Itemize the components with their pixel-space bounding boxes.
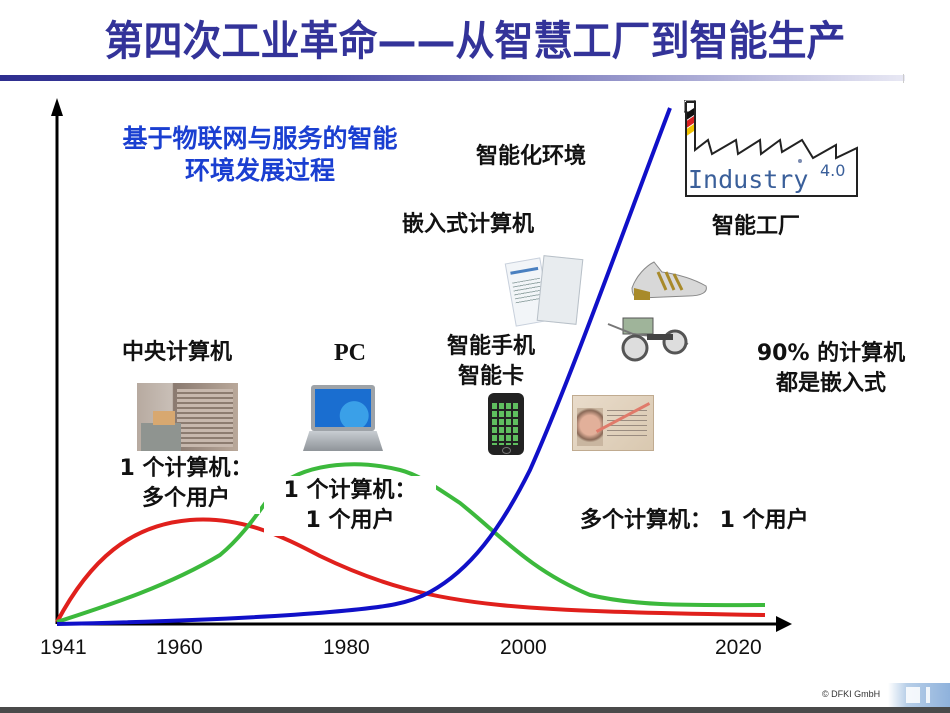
smart-label: 智能手机 智能卡 xyxy=(436,332,546,392)
title-divider xyxy=(0,75,905,81)
embedded-label: 嵌入式计算机 xyxy=(402,212,535,237)
id-card-image xyxy=(572,395,654,451)
dfki-logo xyxy=(888,683,950,707)
copyright-credit: © DFKI GmbH xyxy=(822,689,881,699)
subtitle-line-1: 基于物联网与服务的智能 xyxy=(122,124,398,153)
subtitle: 基于物联网与服务的智能 环境发展过程 xyxy=(80,123,440,187)
slide-title: 第四次工业革命——从智慧工厂到智能生产 xyxy=(104,18,846,66)
car-chassis-image xyxy=(603,304,693,364)
x-axis-arrow-icon xyxy=(776,616,792,632)
embedded-share-line-2: 都是嵌入式 xyxy=(775,371,886,396)
y-axis-arrow-icon xyxy=(51,98,63,116)
documents-image xyxy=(504,255,584,335)
many-computers-desc: 多个计算机： 1 个用户 xyxy=(580,508,809,533)
pc-desc: 1 个计算机： 1 个用户 xyxy=(264,476,436,536)
mainframe-label: 中央计算机 xyxy=(122,340,233,365)
mainframe-desc-line-2: 多个用户 xyxy=(141,486,230,511)
smartphone-image xyxy=(488,393,524,455)
ambient-label: 智能化环境 xyxy=(476,144,587,169)
laptop-image xyxy=(303,385,383,457)
logo-version: 4.0 xyxy=(820,161,845,180)
embedded-curve xyxy=(56,107,672,626)
pc-curve xyxy=(56,462,766,624)
x-tick-1960: 1960 xyxy=(156,636,203,659)
mainframe-image xyxy=(137,383,238,451)
pc-desc-line-2: 1 个用户 xyxy=(305,508,395,533)
x-tick-2020: 2020 xyxy=(715,636,762,659)
title-divider-end xyxy=(903,74,904,83)
logo-text: Industry xyxy=(688,165,808,194)
embedded-share-line-1: 90% 的计算机 xyxy=(756,341,906,366)
smart-label-line-1: 智能手机 xyxy=(446,334,535,359)
x-tick-1941: 1941 xyxy=(40,636,87,659)
mainframe-desc: 1 个计算机： 多个用户 xyxy=(112,454,260,514)
shoe-image xyxy=(628,258,710,303)
subtitle-line-2: 环境发展过程 xyxy=(184,156,335,185)
embedded-share-label: 90% 的计算机 都是嵌入式 xyxy=(738,339,924,399)
x-tick-2000: 2000 xyxy=(500,636,547,659)
smart-label-line-2: 智能卡 xyxy=(457,364,524,389)
mainframe-desc-line-1: 1 个计算机： xyxy=(119,456,253,481)
x-tick-1980: 1980 xyxy=(323,636,370,659)
factory-label: 智能工厂 xyxy=(712,214,801,239)
pc-desc-line-1: 1 个计算机： xyxy=(283,478,417,503)
pc-label: PC xyxy=(334,340,366,366)
mainframe-curve xyxy=(55,517,766,623)
footer-bar xyxy=(0,707,950,713)
industry-4-logo: Industry 4.0 xyxy=(683,99,858,197)
